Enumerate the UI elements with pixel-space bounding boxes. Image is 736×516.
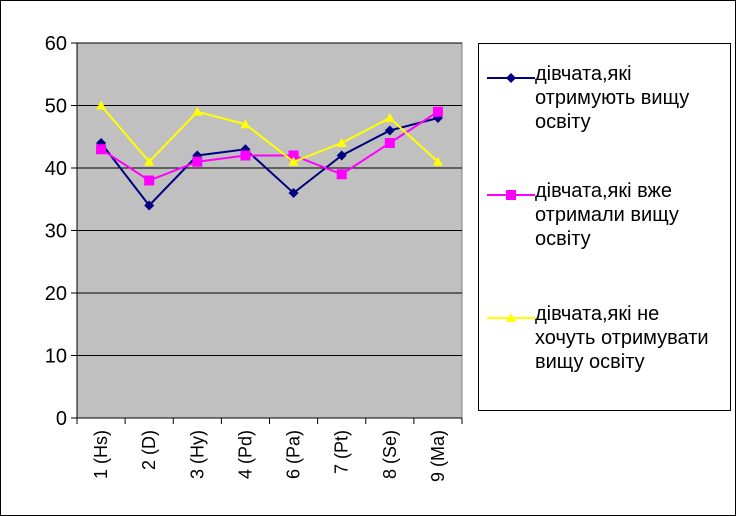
y-tick-label: 50 — [45, 96, 67, 118]
data-point-series-3 — [192, 106, 203, 116]
legend-label-series-1: дівчата,які отримують вищу освіту — [535, 63, 690, 133]
y-tick-label: 20 — [45, 283, 67, 305]
data-point-series-2 — [336, 169, 347, 180]
data-point-series-3 — [144, 156, 155, 166]
data-point-series-1 — [144, 200, 155, 211]
series-line-3 — [100, 104, 439, 164]
y-tick-label: 0 — [56, 408, 67, 430]
x-tick-label: 1 (Hs) — [91, 430, 111, 479]
legend-marker-triangle-icon — [487, 313, 535, 322]
legend: дівчата,які отримують вищу освіту дівчат… — [478, 43, 731, 411]
data-point-series-2 — [384, 138, 395, 148]
data-point-series-3 — [336, 138, 347, 147]
x-tick-label: 4 (Pd) — [235, 430, 255, 479]
data-point-series-2 — [240, 150, 251, 161]
data-point-series-2 — [432, 106, 443, 117]
data-point-series-3 — [384, 113, 395, 122]
x-tick-label: 6 (Pa) — [284, 430, 304, 479]
y-tick-label: 40 — [45, 158, 67, 180]
x-tick-label: 7 (Pt) — [332, 430, 352, 474]
data-point-series-3 — [288, 156, 299, 166]
data-point-series-3 — [96, 100, 107, 110]
data-point-series-3 — [432, 156, 443, 166]
chart-canvas: 0 10 20 30 40 50 60 1 (Hs) 2 (D) 3 (Hy) 4 (Pd) 6 (P… — [45, 33, 463, 482]
legend-marker-square-icon — [487, 190, 535, 200]
legend-label-series-3: дівчата,які не хочуть отримувати вищу ос… — [535, 303, 709, 373]
y-tick-label: 10 — [45, 346, 67, 368]
x-tick-label: 9 (Ma) — [428, 430, 448, 482]
legend-label-series-2: дівчата,які вже отримали вищу освіту — [535, 180, 679, 250]
data-point-series-1 — [336, 150, 347, 161]
x-tick-label: 8 (Se) — [380, 430, 400, 479]
data-point-series-2 — [96, 144, 107, 155]
data-point-series-1 — [288, 188, 299, 198]
x-tick-label: 2 (D) — [139, 430, 159, 470]
y-tick-label: 30 — [45, 221, 67, 243]
x-tick-label: 3 (Hy) — [187, 430, 207, 479]
data-point-series-3 — [240, 119, 251, 129]
data-point-series-2 — [288, 150, 299, 161]
series-line-2 — [100, 110, 439, 182]
series-line-1 — [100, 117, 439, 208]
data-point-series-2 — [144, 175, 155, 186]
data-point-series-1 — [384, 125, 395, 136]
y-tick-label: 60 — [45, 33, 67, 55]
legend-marker-diamond-icon — [487, 73, 535, 83]
data-point-series-2 — [192, 156, 203, 167]
